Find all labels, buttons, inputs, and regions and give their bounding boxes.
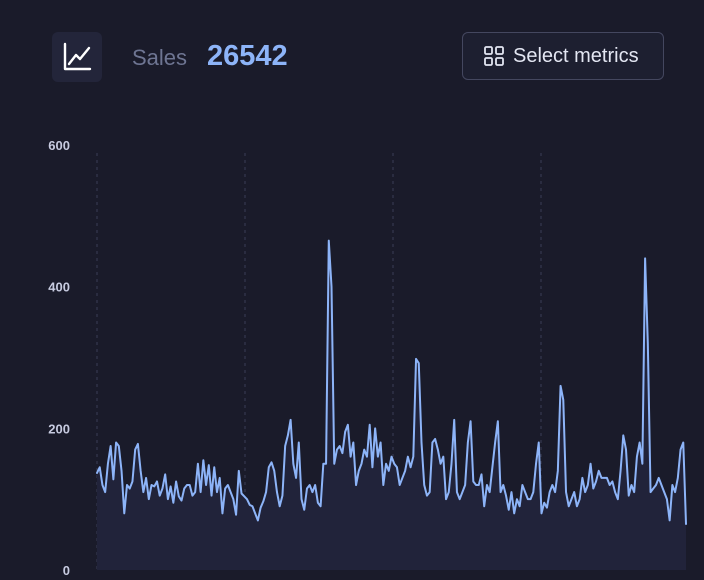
y-tick-label: 0	[63, 563, 70, 578]
y-tick-label: 400	[48, 280, 70, 295]
sales-chart: 0 200 400 600	[48, 138, 687, 578]
metric-label: Sales	[132, 45, 188, 70]
sales-line	[96, 239, 687, 525]
line-chart-icon	[52, 32, 102, 82]
y-tick-label: 600	[48, 138, 70, 153]
select-metrics-label: Select metrics	[513, 44, 639, 67]
sales-area	[97, 240, 686, 570]
y-tick-label: 200	[48, 421, 70, 436]
grid-icon	[483, 45, 505, 67]
metric-value: 26542	[207, 40, 288, 72]
select-metrics-button[interactable]: Select metrics	[462, 32, 664, 80]
